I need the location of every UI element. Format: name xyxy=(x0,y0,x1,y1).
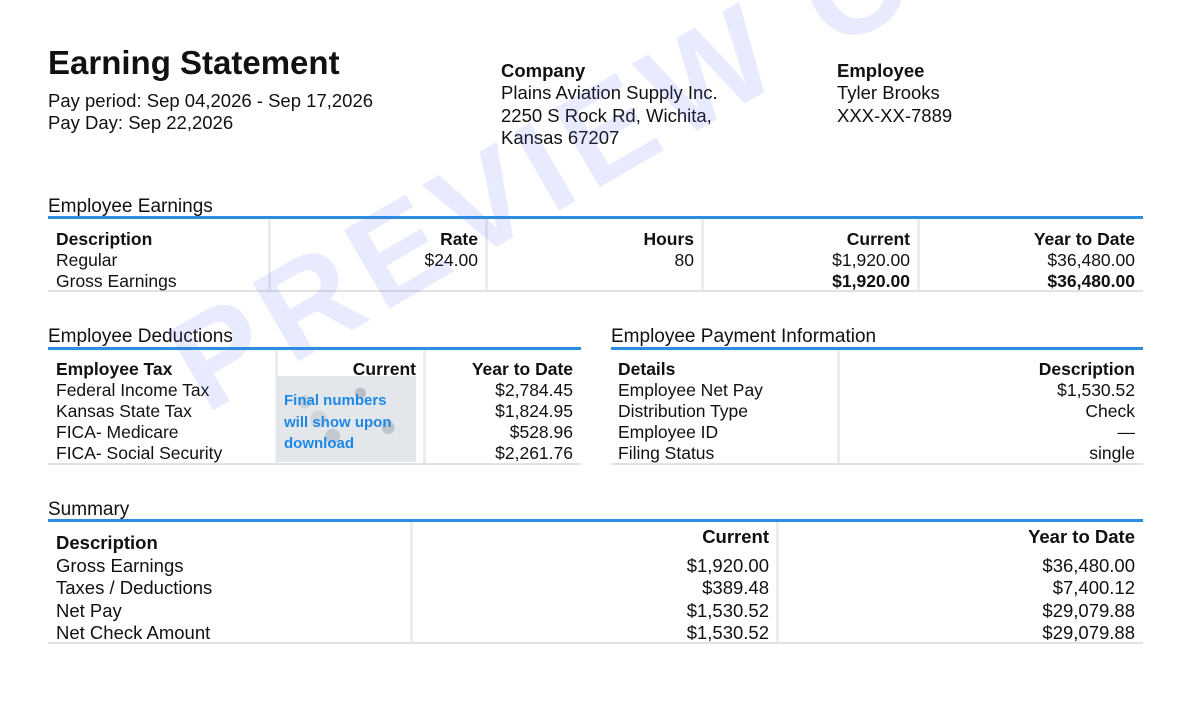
earnings-header-current: Current xyxy=(846,229,910,249)
table-row-label: Taxes / Deductions xyxy=(56,577,213,598)
table-row-label: Gross Earnings xyxy=(56,555,184,576)
summary-netcheck-current: $1,530.52 xyxy=(686,622,769,643)
summary-gross-ytd: $36,480.00 xyxy=(1042,555,1135,576)
state-tax-ytd: $1,824.95 xyxy=(495,401,573,421)
earnings-header-hours: Hours xyxy=(643,229,694,249)
deductions-header-current: Current xyxy=(352,359,416,379)
table-row-label: Distribution Type xyxy=(618,401,749,421)
table-row-label: Gross Earnings xyxy=(56,271,177,291)
deductions-section-title: Employee Deductions xyxy=(48,326,233,347)
distribution-type-value: Check xyxy=(1085,401,1135,421)
regular-hours: 80 xyxy=(674,250,694,270)
deductions-bottom-rule xyxy=(48,463,581,465)
summary-gross-current: $1,920.00 xyxy=(686,555,769,576)
payment-col-divider xyxy=(837,350,840,464)
summary-section-title: Summary xyxy=(48,499,130,520)
regular-current: $1,920.00 xyxy=(832,250,910,270)
table-row-label: FICA- Social Security xyxy=(56,443,223,463)
summary-header-current: Current xyxy=(702,526,769,547)
earnings-header-rate: Rate xyxy=(440,229,478,249)
regular-ytd: $36,480.00 xyxy=(1047,250,1135,270)
employee-ssn: XXX-XX-7889 xyxy=(837,105,953,126)
summary-taxes-ytd: $7,400.12 xyxy=(1052,577,1135,598)
summary-header-ytd: Year to Date xyxy=(1028,526,1135,547)
deductions-header-ytd: Year to Date xyxy=(471,359,573,379)
gross-current: $1,920.00 xyxy=(832,271,910,291)
earnings-col-divider xyxy=(485,219,488,291)
summary-col-divider xyxy=(776,522,779,643)
filing-status-value: single xyxy=(1089,443,1135,463)
summary-taxes-current: $389.48 xyxy=(702,577,769,598)
earnings-col-divider xyxy=(917,219,920,291)
employee-label: Employee xyxy=(837,60,925,81)
table-row-label: Employee ID xyxy=(618,422,719,442)
payment-header-details: Details xyxy=(618,359,676,379)
federal-tax-ytd: $2,784.45 xyxy=(495,380,573,400)
summary-header-description: Description xyxy=(56,532,158,553)
summary-netpay-current: $1,530.52 xyxy=(686,600,769,621)
deductions-header-tax: Employee Tax xyxy=(56,359,173,379)
company-name: Plains Aviation Supply Inc. xyxy=(501,82,718,103)
table-row-label: Net Check Amount xyxy=(56,622,211,643)
pay-period: Pay period: Sep 04,2026 - Sep 17,2026 xyxy=(48,90,374,111)
blurred-current-values xyxy=(277,376,416,462)
deductions-rule xyxy=(48,347,581,350)
table-row-label: Filing Status xyxy=(618,443,715,463)
summary-netcheck-ytd: $29,079.88 xyxy=(1042,622,1135,643)
employee-id-value: — xyxy=(1117,422,1136,442)
company-address-line2: Kansas 67207 xyxy=(501,127,620,148)
earnings-bottom-rule xyxy=(48,290,1143,292)
net-pay-value: $1,530.52 xyxy=(1057,380,1135,400)
earnings-col-divider xyxy=(268,219,271,291)
page-title: Earning Statement xyxy=(48,44,340,81)
gross-ytd: $36,480.00 xyxy=(1047,271,1135,291)
company-label: Company xyxy=(501,60,586,81)
table-row-label: Regular xyxy=(56,250,118,270)
summary-netpay-ytd: $29,079.88 xyxy=(1042,600,1135,621)
company-address-line1: 2250 S Rock Rd, Wichita, xyxy=(501,105,712,126)
payment-section-title: Employee Payment Information xyxy=(611,326,877,347)
payment-rule xyxy=(611,347,1143,350)
pay-day: Pay Day: Sep 22,2026 xyxy=(48,112,234,133)
employee-name: Tyler Brooks xyxy=(837,82,940,103)
summary-col-divider xyxy=(410,522,413,643)
earnings-header-description: Description xyxy=(56,229,153,249)
table-row-label: FICA- Medicare xyxy=(56,422,179,442)
table-row-label: Employee Net Pay xyxy=(618,380,763,400)
summary-bottom-rule xyxy=(48,642,1143,644)
deductions-col-divider xyxy=(275,350,278,464)
regular-rate: $24.00 xyxy=(424,250,478,270)
earnings-section-title: Employee Earnings xyxy=(48,196,213,217)
earnings-header-ytd: Year to Date xyxy=(1033,229,1135,249)
table-row-label: Net Pay xyxy=(56,600,122,621)
earnings-rule xyxy=(48,216,1143,219)
summary-rule xyxy=(48,519,1143,522)
earnings-col-divider xyxy=(701,219,704,291)
medicare-ytd: $528.96 xyxy=(509,422,573,442)
table-row-label: Kansas State Tax xyxy=(56,401,192,421)
blur-notice: Final numbers will show upon download xyxy=(284,392,392,452)
table-row-label: Federal Income Tax xyxy=(56,380,210,400)
payment-bottom-rule xyxy=(611,463,1143,465)
social-security-ytd: $2,261.76 xyxy=(495,443,573,463)
payment-header-description: Description xyxy=(1038,359,1135,379)
deductions-col-divider xyxy=(423,350,426,464)
